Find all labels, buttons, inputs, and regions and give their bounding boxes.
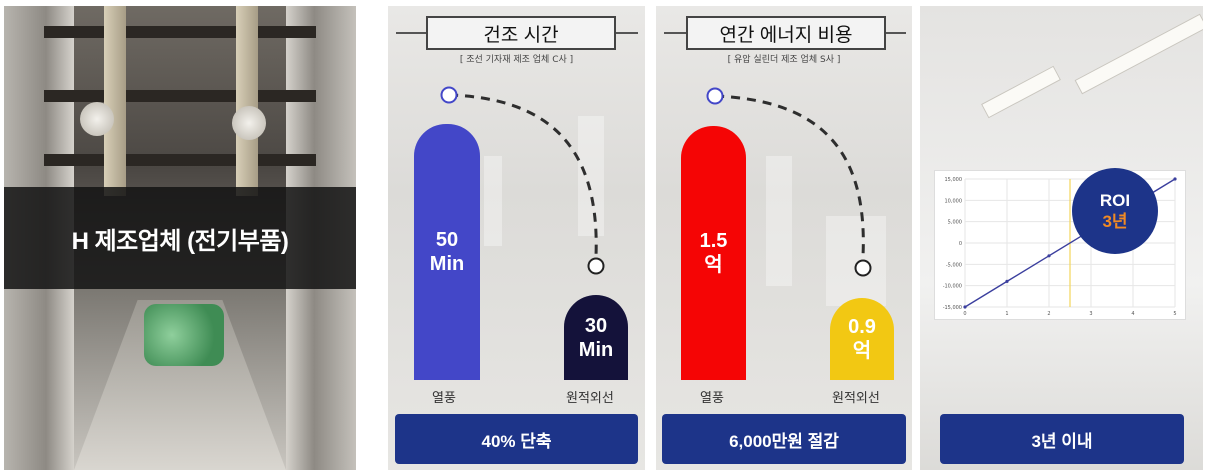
roi-data-point: [1173, 177, 1177, 181]
title-rule-right: [616, 32, 638, 34]
photo-lamp: [232, 106, 266, 140]
y-tick-label: 10,000: [945, 198, 963, 204]
bg-decor: [766, 156, 792, 286]
bar-value-label: 1.5 억: [699, 230, 728, 276]
roi-result-banner: 3년 이내: [940, 414, 1184, 464]
photo-beam: [44, 26, 316, 38]
drying-title-area: 건조 시간: [388, 16, 645, 50]
roi-data-point: [963, 305, 967, 309]
energy-title-area: 연간 에너지 비용: [656, 16, 912, 50]
bar-value-label: 50 Min: [429, 229, 465, 275]
bg-light-fixture: [1074, 13, 1203, 95]
bg-decor: [578, 116, 604, 236]
roi-panel: 15,000 10,000 5,000 0 -5,000 -10,000 -15,000 0 1…: [920, 6, 1203, 470]
x-tick-label: 5: [1173, 311, 1176, 317]
category-label: 열풍: [432, 390, 456, 405]
category-label: 원적외선: [566, 390, 614, 405]
bg-light-fixture: [981, 65, 1061, 119]
roi-badge: ROI 3년: [1072, 168, 1158, 254]
drying-title: 건조 시간: [426, 16, 616, 50]
bg-decor: [826, 216, 886, 306]
y-tick-label: -10,000: [943, 284, 962, 290]
x-tick-label: 4: [1131, 311, 1134, 317]
drying-subtitle: [ 조선 기자재 제조 업체 C사 ]: [459, 55, 574, 65]
y-tick-label: 0: [959, 241, 962, 247]
title-rule-left: [664, 32, 686, 34]
x-tick-label: 3: [1089, 311, 1092, 317]
photo-duct: [236, 6, 258, 196]
roi-data-point: [1005, 279, 1009, 283]
company-photo-panel: H 제조업체 (전기부품): [4, 6, 356, 470]
category-label: 원적외선: [832, 390, 880, 405]
photo-beam: [44, 90, 316, 102]
bar-far-infrared: 30 Min: [564, 295, 628, 380]
bar-value-label: 30 Min: [578, 314, 614, 361]
title-rule-left: [396, 32, 426, 34]
photo-duct: [104, 6, 126, 196]
x-tick-label: 1: [1005, 311, 1008, 317]
energy-subtitle: [ 유압 실린더 제조 업체 S사 ]: [727, 55, 841, 65]
roi-badge-label: ROI: [1099, 190, 1131, 210]
bar-value-label: 0.9 억: [848, 316, 876, 362]
y-tick-label: -15,000: [943, 305, 962, 311]
roi-data-point: [1047, 254, 1051, 258]
y-tick-label: -5,000: [946, 262, 962, 268]
bar-far-infrared: 0.9 억: [830, 298, 894, 380]
photo-motor: [144, 304, 224, 366]
drying-result-banner: 40% 단축: [395, 414, 638, 464]
energy-result-banner: 6,000만원 절감: [662, 414, 906, 464]
category-label: 열풍: [700, 390, 724, 405]
photo-lamp: [80, 102, 114, 136]
drying-trend-curve: [440, 86, 605, 275]
energy-title: 연간 에너지 비용: [686, 16, 886, 50]
photo-beam: [44, 154, 316, 166]
bar-hot-air: 1.5 억: [681, 126, 746, 380]
title-rule-right: [886, 32, 906, 34]
bg-decor: [484, 156, 502, 246]
x-tick-label: 0: [963, 311, 966, 317]
company-label: H 제조업체 (전기부품): [71, 227, 289, 255]
bar-hot-air: 50 Min: [414, 124, 480, 380]
y-tick-label: 15,000: [945, 177, 963, 183]
x-tick-label: 2: [1047, 311, 1050, 317]
roi-badge-value: 3년: [1102, 212, 1128, 231]
y-tick-label: 5,000: [948, 220, 962, 226]
drying-time-panel: 건조 시간 [ 조선 기자재 제조 업체 C사 ] 50 Min 30 Min …: [388, 6, 645, 470]
energy-trend-curve: [706, 87, 872, 277]
energy-cost-panel: 연간 에너지 비용 [ 유압 실린더 제조 업체 S사 ] 1.5 억 0.9 …: [656, 6, 912, 470]
company-label-band: H 제조업체 (전기부품): [4, 187, 356, 289]
